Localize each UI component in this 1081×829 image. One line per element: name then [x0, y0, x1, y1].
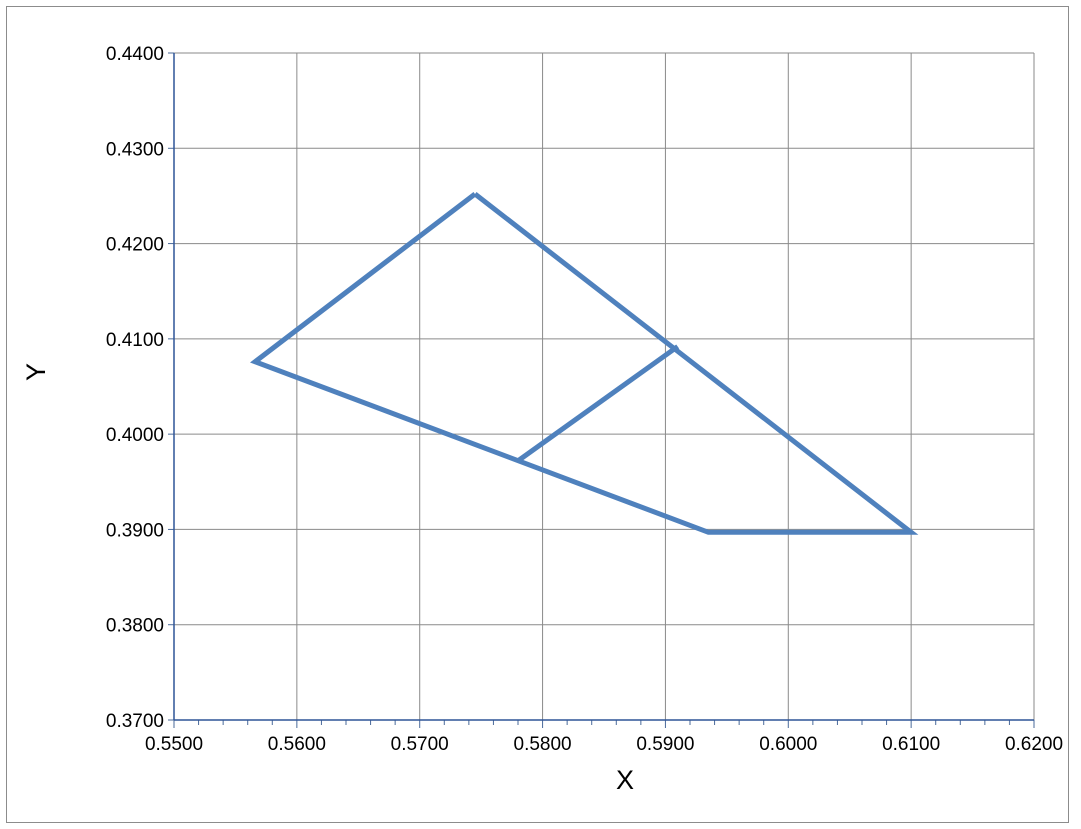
chart-area: 0.5500 0.5600 0.5700 0.5800 0.5900 0.6000 0.61…: [6, 6, 1069, 823]
tick-labels: 0.5500 0.5600 0.5700 0.5800 0.5900 0.6000 0.61…: [106, 44, 1063, 755]
series-line-2: [516, 344, 680, 463]
y-tick-label: 0.3700: [106, 711, 164, 732]
x-tick-label: 0.5800: [514, 734, 572, 755]
axes: [168, 52, 1035, 728]
y-tick-label: 0.4400: [106, 44, 164, 65]
y-tick-label: 0.3800: [106, 616, 164, 637]
x-tick-label: 0.6200: [1005, 734, 1063, 755]
y-tick-label: 0.4300: [106, 139, 164, 160]
gridlines: [174, 52, 1035, 720]
x-tick-label: 0.6100: [882, 734, 940, 755]
x-tick-label: 0.5700: [391, 734, 449, 755]
x-tick-label: 0.5600: [268, 734, 326, 755]
x-tick-label: 0.6000: [759, 734, 817, 755]
y-tick-label: 0.4100: [106, 330, 164, 351]
chart-svg: 0.5500 0.5600 0.5700 0.5800 0.5900 0.6000 0.61…: [21, 44, 1063, 795]
series-line-1: [249, 192, 919, 535]
x-tick-label: 0.5900: [636, 734, 694, 755]
y-tick-label: 0.4200: [106, 235, 164, 256]
series-lines: [249, 192, 919, 535]
y-tick-label: 0.4000: [106, 425, 164, 446]
x-axis-title: X: [616, 765, 634, 795]
y-tick-label: 0.3900: [106, 520, 164, 541]
x-tick-label: 0.5500: [145, 734, 203, 755]
y-axis-title: Y: [21, 363, 51, 381]
